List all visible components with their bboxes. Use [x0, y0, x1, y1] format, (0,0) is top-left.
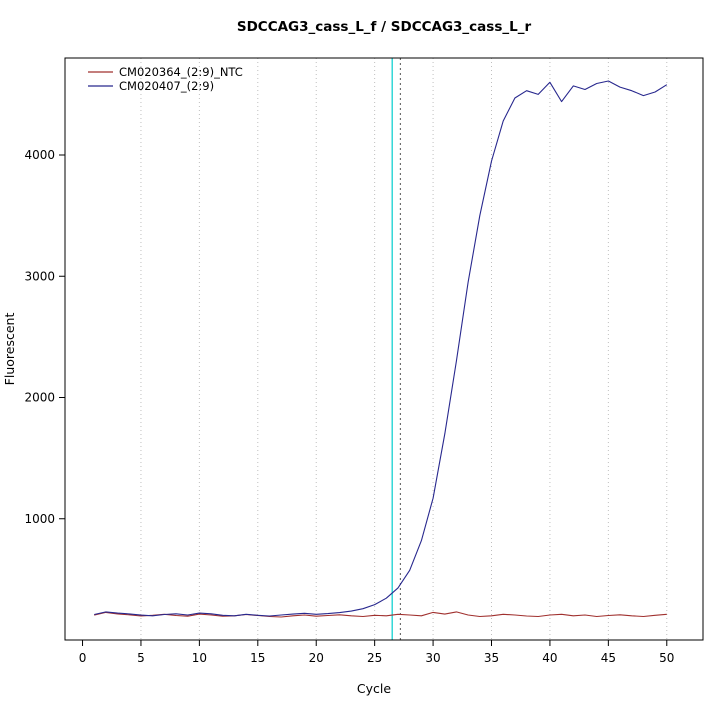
- plot-border: [64, 57, 704, 641]
- x-tick-label: 25: [367, 651, 382, 665]
- y-tick-label: 1000: [24, 512, 55, 526]
- x-tick-label: 15: [250, 651, 265, 665]
- chart-title: SDCCAG3_cass_L_f / SDCCAG3_cass_L_r: [237, 19, 532, 35]
- x-tick-label: 50: [659, 651, 674, 665]
- x-tick-label: 0: [79, 651, 87, 665]
- y-tick-label: 3000: [24, 269, 55, 283]
- y-axis-label: Fluorescent: [2, 313, 17, 386]
- series-line-CM020364_(2:9)_NTC: [94, 611, 667, 618]
- x-axis-label: Cycle: [357, 681, 391, 696]
- series-line-CM020407_(2:9): [94, 80, 668, 617]
- legend-label: CM020364_(2:9)_NTC: [119, 65, 243, 79]
- series-lines: [94, 80, 668, 618]
- x-tick-label: 5: [137, 651, 145, 665]
- x-tick-label: 20: [309, 651, 324, 665]
- legend-label: CM020407_(2:9): [119, 79, 214, 93]
- gridlines: [140, 58, 668, 640]
- x-tick-label: 45: [601, 651, 616, 665]
- threshold-lines: [391, 58, 401, 640]
- axes: 0 5 10 15 20 25 30 35 40 45 50 1000 2000 3000 4000: [24, 57, 704, 665]
- x-tick-label: 35: [484, 651, 499, 665]
- y-tick-label: 4000: [24, 148, 55, 162]
- x-tick-label: 30: [425, 651, 440, 665]
- x-tick-label: 10: [192, 651, 207, 665]
- y-tick-label: 2000: [24, 391, 55, 405]
- x-tick-label: 40: [542, 651, 557, 665]
